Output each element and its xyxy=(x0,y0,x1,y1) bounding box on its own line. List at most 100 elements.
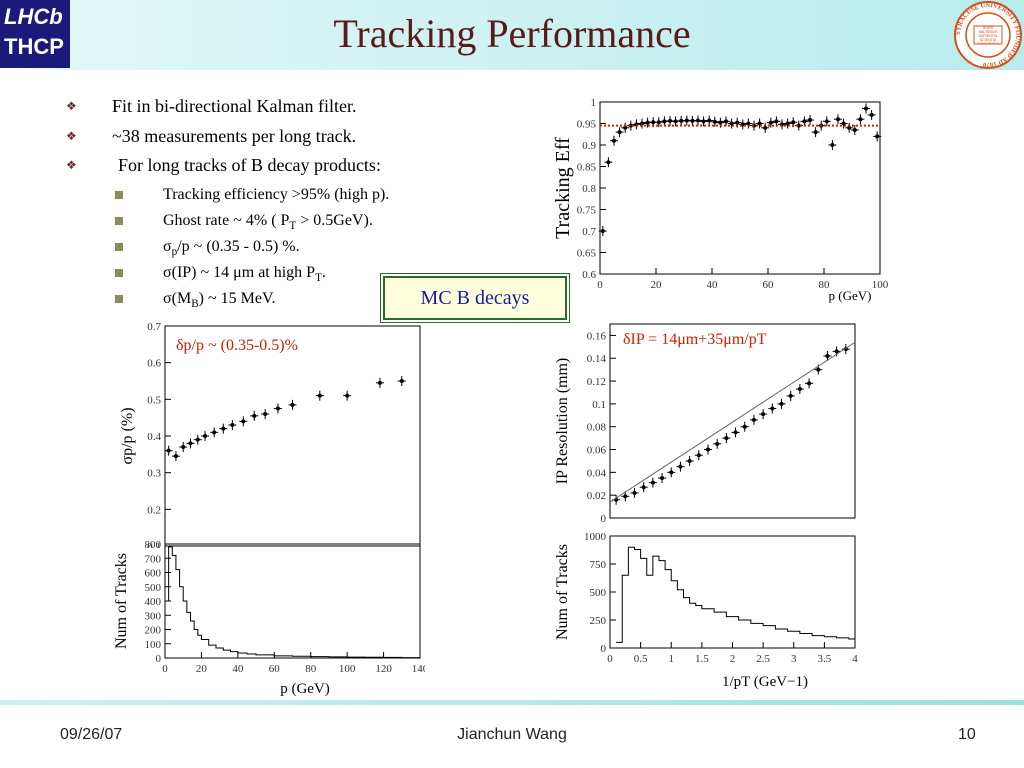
data-point xyxy=(696,118,700,123)
data-point xyxy=(687,458,692,463)
data-point xyxy=(275,406,280,411)
data-point xyxy=(660,476,665,481)
data-point xyxy=(399,379,404,383)
sub-bullet-text: σ(IP) ~ 14 μm at high PT. xyxy=(163,264,326,285)
data-point xyxy=(290,402,295,407)
data-point xyxy=(802,119,807,124)
data-point xyxy=(813,130,818,135)
data-point xyxy=(836,117,840,122)
data-point xyxy=(241,419,246,424)
chart-annotation: δp/p ~ (0.35-0.5)% xyxy=(176,337,298,354)
x-tick-label: 3 xyxy=(791,653,797,665)
data-point xyxy=(679,118,684,123)
square-bullet-icon xyxy=(115,269,123,277)
data-point xyxy=(252,413,257,418)
data-point xyxy=(706,447,710,452)
plot-frame xyxy=(164,543,421,659)
x-tick-label: 80 xyxy=(819,279,831,291)
data-point xyxy=(173,454,178,459)
square-bullet-icon xyxy=(115,217,123,225)
mc-b-decays-box: MC B decays xyxy=(383,276,567,320)
ip-resolution-chart: 0 0.02 0.04 0.06 0.08 0.1 0.12 0.14 0.16 δIP = 14… xyxy=(554,323,856,525)
data-point xyxy=(212,430,217,435)
data-point xyxy=(701,119,706,124)
y-tick-label: 200 xyxy=(145,625,162,637)
y-tick-label: 0.8 xyxy=(582,183,596,195)
y-tick-label: 0.04 xyxy=(587,467,607,479)
data-point xyxy=(707,118,712,123)
lhcb-logo: LHCb THCP xyxy=(0,0,70,68)
data-point xyxy=(377,380,382,385)
momentum-resolution-chart: 0.1 0.2 0.3 0.4 0.5 0.6 0.7 δp/p ~ (0.35-0.5)% σ… xyxy=(119,321,421,548)
lhcb-logo-top: LHCb xyxy=(4,4,63,29)
y-tick-label: 0 xyxy=(601,643,607,655)
y-tick-label: 500 xyxy=(145,582,162,594)
x-tick-label: 80 xyxy=(305,663,317,675)
chart-annotation: δIP = 14μm+35μm/pT xyxy=(623,331,767,348)
y-axis-label: IP Resolution (mm) xyxy=(554,358,571,485)
y-axis-label: Tracking Eff xyxy=(552,137,574,239)
x-tick-label: 40 xyxy=(232,663,244,675)
x-tick-label: 1 xyxy=(669,653,675,665)
footer-author: Jianchun Wang xyxy=(457,726,567,743)
data-point xyxy=(718,120,723,125)
histogram-line xyxy=(616,546,855,643)
data-point xyxy=(729,121,734,126)
data-point xyxy=(606,160,611,165)
x-tick-label: 1.5 xyxy=(695,653,709,665)
data-point xyxy=(763,125,768,130)
y-tick-label: 0.6 xyxy=(582,269,596,281)
slide-title: Tracking Performance xyxy=(333,11,691,56)
data-point xyxy=(724,119,728,124)
data-point xyxy=(869,112,874,117)
data-point xyxy=(181,445,186,449)
data-point xyxy=(852,127,857,132)
y-tick-label: 0.9 xyxy=(582,140,596,152)
data-point xyxy=(166,448,171,453)
x-tick-label: 0 xyxy=(162,663,168,675)
diamond-bullet-icon: ❖ xyxy=(66,99,77,113)
data-point xyxy=(317,393,322,398)
footer-date: 09/26/07 xyxy=(60,726,123,743)
y-tick-label: 0.4 xyxy=(147,431,161,443)
plot-frame xyxy=(609,323,856,519)
y-tick-label: 250 xyxy=(590,615,607,627)
diamond-bullet-icon: ❖ xyxy=(66,129,77,143)
data-point xyxy=(808,118,812,123)
x-axis-label: p (GeV) xyxy=(280,681,330,697)
data-point xyxy=(712,119,717,124)
sub-bullet-text: σp/p ~ (0.35 - 0.5) %. xyxy=(163,238,300,259)
data-point xyxy=(774,119,779,124)
data-point xyxy=(742,424,747,429)
y-tick-label: 750 xyxy=(590,559,607,571)
x-tick-label: 4 xyxy=(852,653,858,665)
data-point xyxy=(645,120,650,125)
data-point xyxy=(617,130,622,135)
x-tick-label: 60 xyxy=(269,663,281,675)
data-point xyxy=(735,120,740,125)
y-axis-label: Num of Tracks xyxy=(554,544,571,640)
data-point xyxy=(757,121,762,126)
plot-frame xyxy=(609,535,856,649)
syracuse-seal: SYRACUSE UNIVERSITY FOUNDED AD 1870 SUOS… xyxy=(954,1,1022,69)
square-bullet-icon xyxy=(115,191,123,199)
data-point xyxy=(858,117,863,122)
y-tick-label: 0.5 xyxy=(147,394,161,406)
y-tick-label: 1000 xyxy=(584,531,607,543)
data-point xyxy=(690,118,695,123)
y-tick-label: 0 xyxy=(156,653,162,665)
data-point xyxy=(797,387,802,392)
x-axis-label: p (GeV) xyxy=(829,288,872,303)
data-point xyxy=(788,393,793,398)
x-tick-label: 140 xyxy=(412,663,425,675)
data-point xyxy=(875,134,880,139)
data-point xyxy=(641,485,646,490)
data-point xyxy=(656,120,661,125)
data-point xyxy=(715,441,720,446)
data-point xyxy=(632,490,637,495)
data-point xyxy=(263,412,268,416)
data-point xyxy=(684,118,689,123)
y-tick-label: 500 xyxy=(590,587,607,599)
data-point xyxy=(668,118,672,123)
y-tick-label: 0.65 xyxy=(577,248,597,260)
